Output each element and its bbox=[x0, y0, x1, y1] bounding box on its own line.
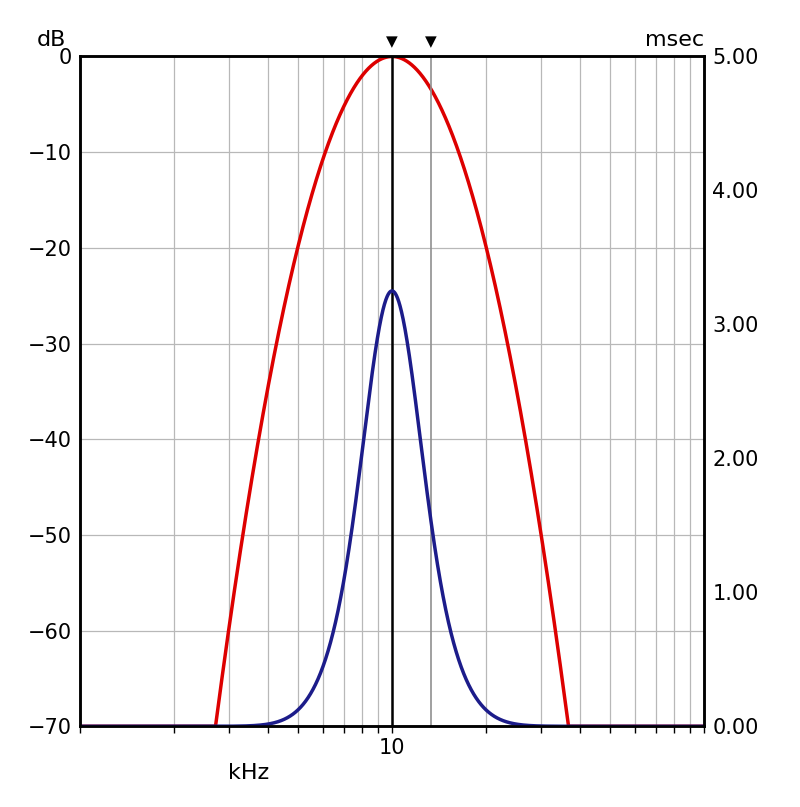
Text: dB: dB bbox=[36, 30, 66, 50]
Text: ▼: ▼ bbox=[425, 35, 437, 49]
Text: ▼: ▼ bbox=[386, 35, 398, 49]
Text: msec: msec bbox=[645, 30, 704, 50]
X-axis label: kHz: kHz bbox=[228, 763, 269, 783]
